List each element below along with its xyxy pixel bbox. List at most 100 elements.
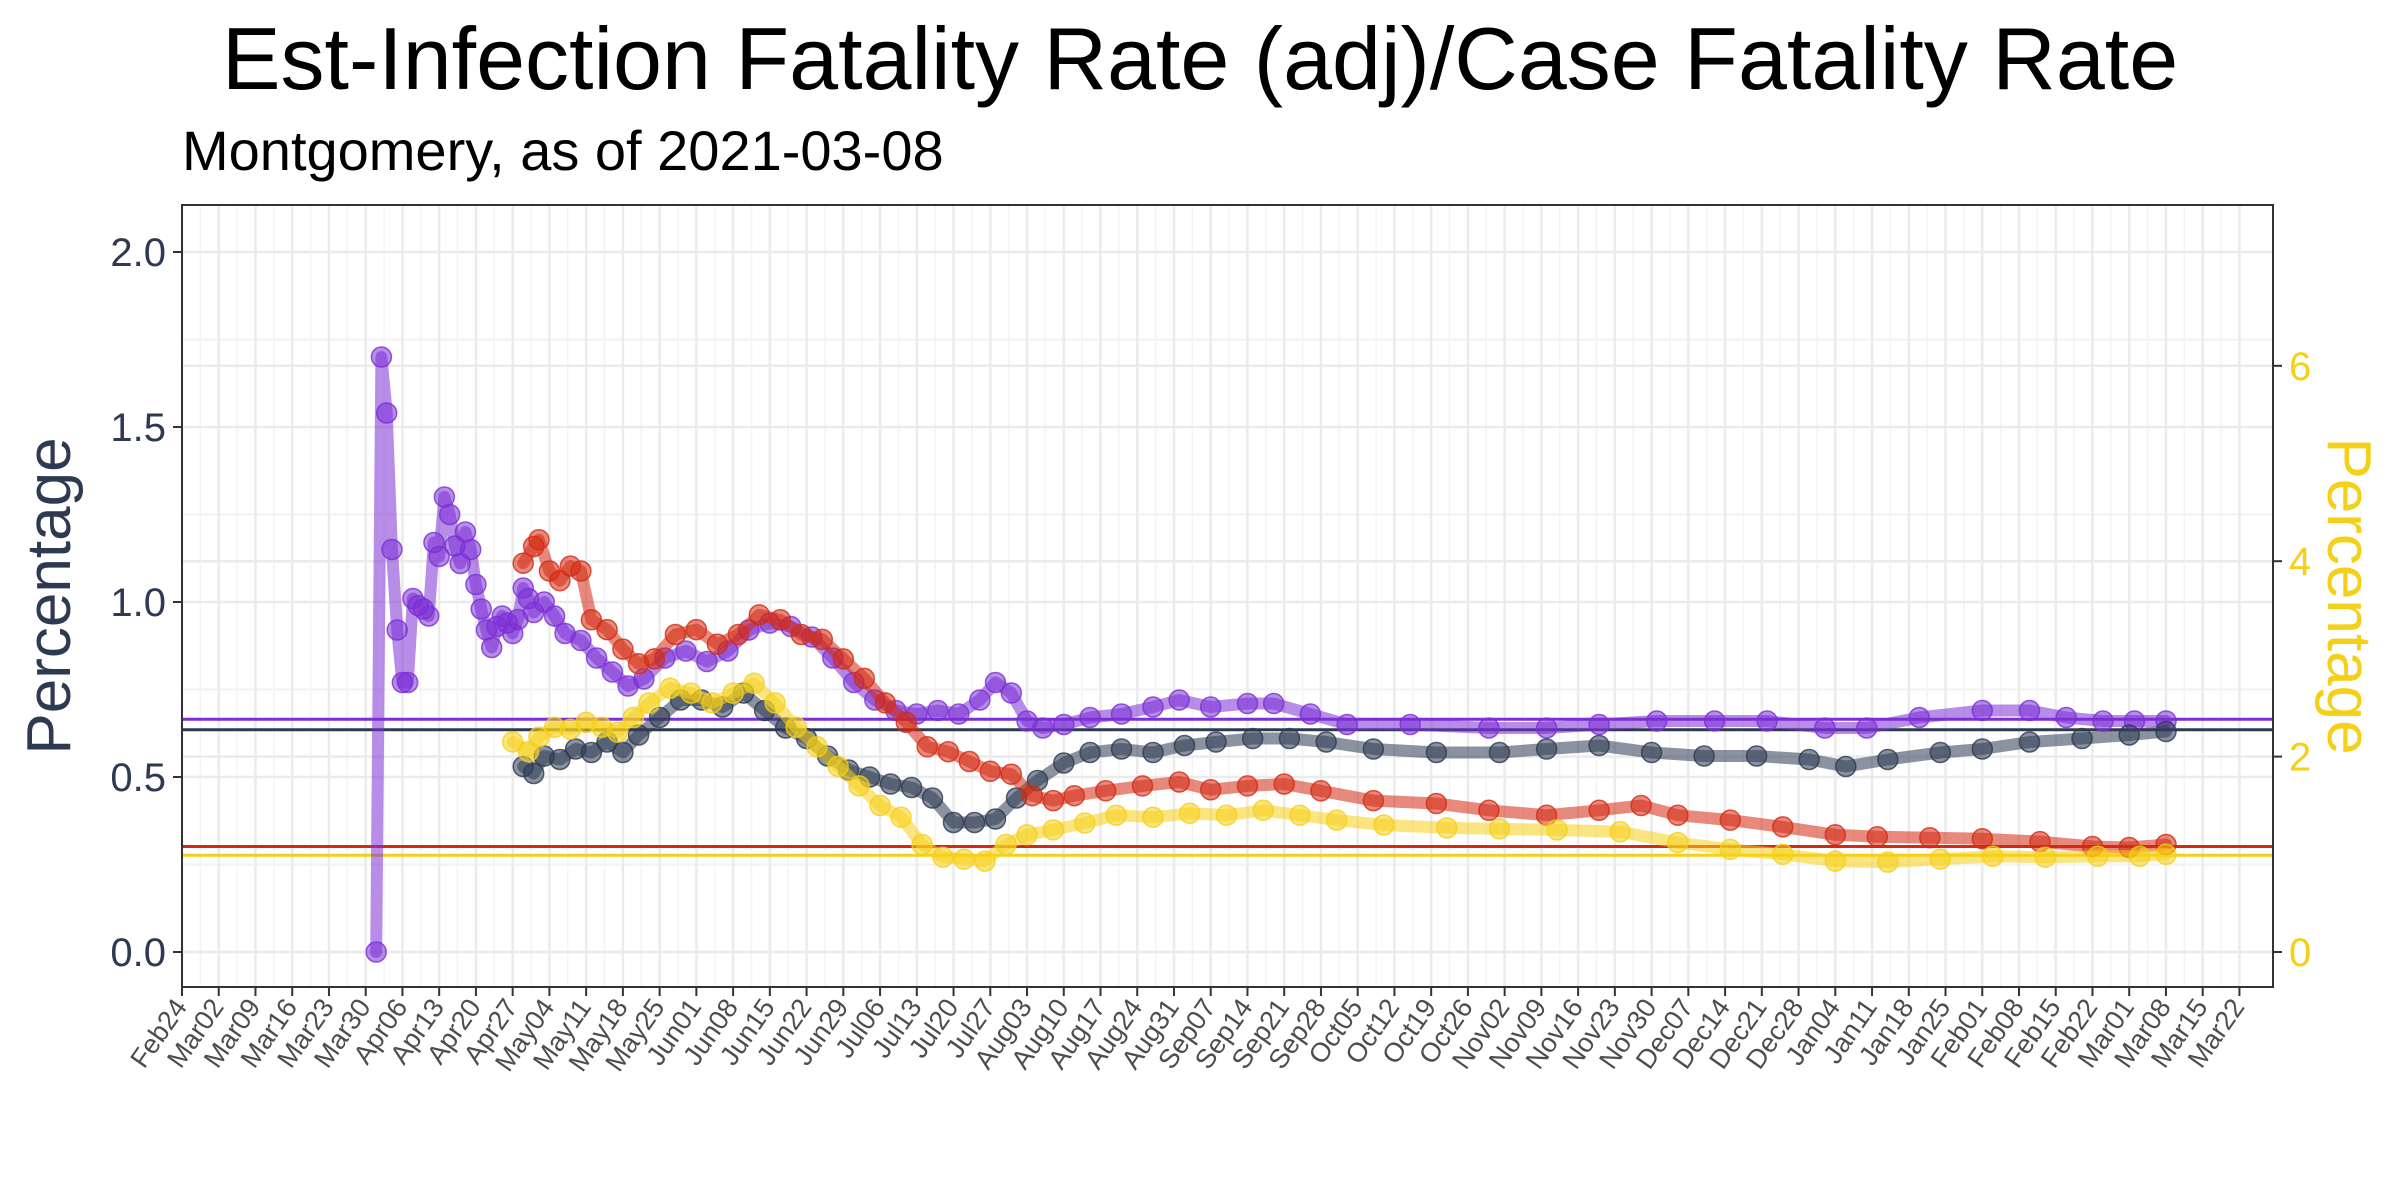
data-point-red	[549, 569, 571, 592]
data-point-purple	[2092, 710, 2114, 732]
data-point-yellow	[2086, 845, 2109, 868]
data-point-red	[958, 750, 981, 773]
data-point-purple	[2055, 706, 2077, 729]
series-layer	[365, 346, 2177, 963]
y-tick-label-right: 6	[2289, 345, 2311, 389]
data-point-yellow	[722, 682, 744, 704]
data-point-navy	[1488, 741, 1511, 764]
data-point-navy	[1835, 755, 1857, 778]
data-point-purple	[428, 545, 450, 568]
data-point-red	[596, 618, 618, 641]
y-tick-label-right: 0	[2289, 931, 2311, 975]
plot-border	[181, 204, 2274, 988]
data-point-yellow	[517, 740, 540, 763]
data-point-yellow	[1719, 838, 1742, 861]
data-point-purple	[459, 538, 482, 561]
y-axis-title-right: Percentage	[2314, 437, 2383, 754]
data-point-navy	[900, 776, 923, 799]
data-point-purple	[1646, 710, 1668, 732]
data-point-yellow	[1609, 821, 1631, 843]
data-point-yellow	[1289, 804, 1311, 826]
data-point-purple	[1814, 717, 1836, 739]
y-axis-title-left: Percentage	[15, 437, 84, 754]
data-point-purple	[984, 671, 1007, 694]
data-point-yellow	[1142, 806, 1164, 828]
data-point-red	[1362, 789, 1385, 812]
data-point-purple	[585, 647, 608, 669]
data-point-navy	[1693, 745, 1715, 767]
chart-title: Est-Infection Fatality Rate (adj)/Case F…	[221, 9, 2179, 108]
data-point-red	[1478, 799, 1500, 822]
y-tick-label-right: 2	[2289, 736, 2311, 780]
series-red	[512, 528, 2177, 859]
data-point-navy	[963, 811, 986, 834]
data-point-yellow	[1325, 809, 1348, 831]
data-point-navy	[1745, 745, 1768, 767]
data-point-red	[790, 623, 813, 646]
data-point-purple	[375, 402, 398, 424]
data-point-purple	[1703, 710, 1726, 732]
data-point-navy	[580, 741, 603, 764]
data-point-navy	[2071, 727, 2093, 750]
data-point-red	[1971, 827, 1994, 850]
data-point-yellow	[848, 775, 870, 797]
data-point-purple	[601, 661, 624, 683]
data-point-navy	[942, 811, 965, 834]
data-point-yellow	[995, 833, 1017, 856]
series-purple	[365, 346, 2177, 963]
data-point-yellow	[806, 736, 828, 758]
data-point-purple	[396, 671, 419, 694]
data-point-yellow	[2155, 843, 2177, 866]
data-point-navy	[1205, 731, 1227, 753]
data-point-purple	[948, 703, 970, 725]
y-tick-label-left: 0.0	[110, 931, 166, 975]
data-point-red	[895, 711, 918, 734]
data-point-red	[916, 736, 939, 758]
data-point-red	[528, 528, 550, 551]
data-point-purple	[417, 605, 440, 627]
data-point-purple	[365, 941, 387, 963]
data-point-yellow	[932, 846, 954, 868]
data-point-yellow	[1929, 848, 1952, 870]
data-point-red	[727, 623, 750, 646]
data-point-navy	[921, 787, 944, 809]
data-point-navy	[1877, 748, 1899, 771]
data-point-yellow	[974, 850, 996, 872]
data-point-yellow	[528, 726, 550, 748]
data-point-yellow	[869, 794, 891, 817]
data-point-red	[685, 618, 708, 641]
data-point-red	[748, 604, 771, 626]
data-point-purple	[1262, 692, 1285, 715]
data-point-red	[1063, 784, 1086, 807]
data-point-purple	[386, 619, 408, 641]
data-point-yellow	[2128, 845, 2151, 868]
data-point-purple	[1000, 682, 1023, 704]
data-point-purple	[480, 636, 503, 659]
data-point-navy	[1278, 727, 1301, 750]
data-point-red	[1425, 792, 1448, 815]
data-point-yellow	[1488, 818, 1511, 840]
data-point-purple	[1908, 706, 1931, 729]
data-point-navy	[1798, 748, 1820, 771]
data-point-yellow	[1436, 817, 1458, 839]
data-point-purple	[543, 605, 566, 627]
data-point-yellow	[827, 755, 849, 778]
y-tick-label-left: 0.5	[110, 756, 166, 800]
data-point-red	[570, 560, 592, 582]
data-point-navy	[2155, 720, 2177, 743]
data-point-purple	[675, 640, 697, 662]
data-point-yellow	[680, 682, 702, 704]
data-point-purple	[1588, 713, 1610, 736]
data-point-yellow	[1178, 802, 1201, 825]
data-point-yellow	[501, 731, 524, 753]
data-point-navy	[2018, 731, 2041, 753]
data-point-red	[1824, 824, 1847, 846]
data-point-yellow	[1667, 831, 1689, 854]
data-point-purple	[1756, 710, 1778, 732]
data-point-yellow	[1982, 845, 2004, 868]
data-point-navy	[1971, 738, 1994, 760]
data-point-red	[1199, 779, 1222, 801]
data-point-purple	[969, 689, 991, 711]
y-tick-label-left: 2.0	[110, 231, 166, 275]
